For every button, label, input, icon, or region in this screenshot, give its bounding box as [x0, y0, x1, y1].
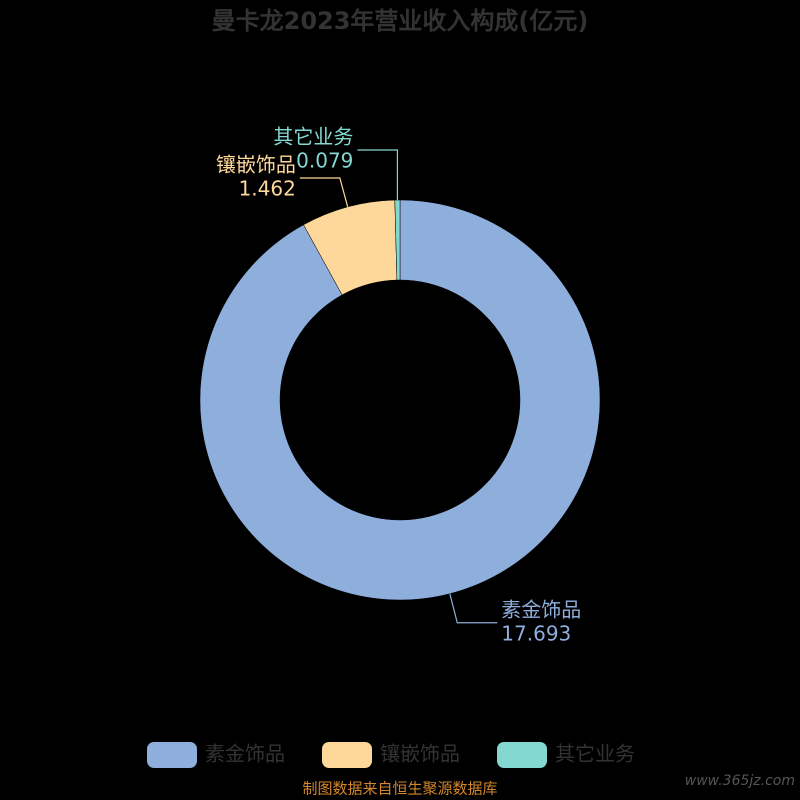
leader-line [449, 593, 498, 624]
donut-slice [394, 199, 401, 281]
slice-label: 素金饰品 [501, 597, 581, 621]
legend-label: 素金饰品 [205, 742, 285, 766]
watermark: www.365jz.com [685, 773, 795, 789]
leader-line [357, 149, 399, 201]
value-label: 0.079 [296, 149, 353, 173]
legend-swatch [322, 742, 372, 768]
slice-label: 其它业务 [273, 125, 353, 149]
legend-label: 其它业务 [555, 742, 635, 766]
legend-label: 镶嵌饰品 [380, 742, 460, 766]
value-label: 17.693 [501, 621, 571, 645]
legend-swatch [497, 742, 547, 768]
slice-label: 镶嵌饰品 [216, 153, 296, 177]
source-note: 制图数据来自恒生聚源数据库 [302, 780, 497, 798]
leader-line [299, 177, 349, 208]
donut-slice [199, 199, 601, 601]
chart-title: 曼卡龙2023年营业收入构成(亿元) [212, 7, 589, 35]
value-label: 1.462 [239, 177, 296, 201]
legend-swatch [147, 742, 197, 768]
